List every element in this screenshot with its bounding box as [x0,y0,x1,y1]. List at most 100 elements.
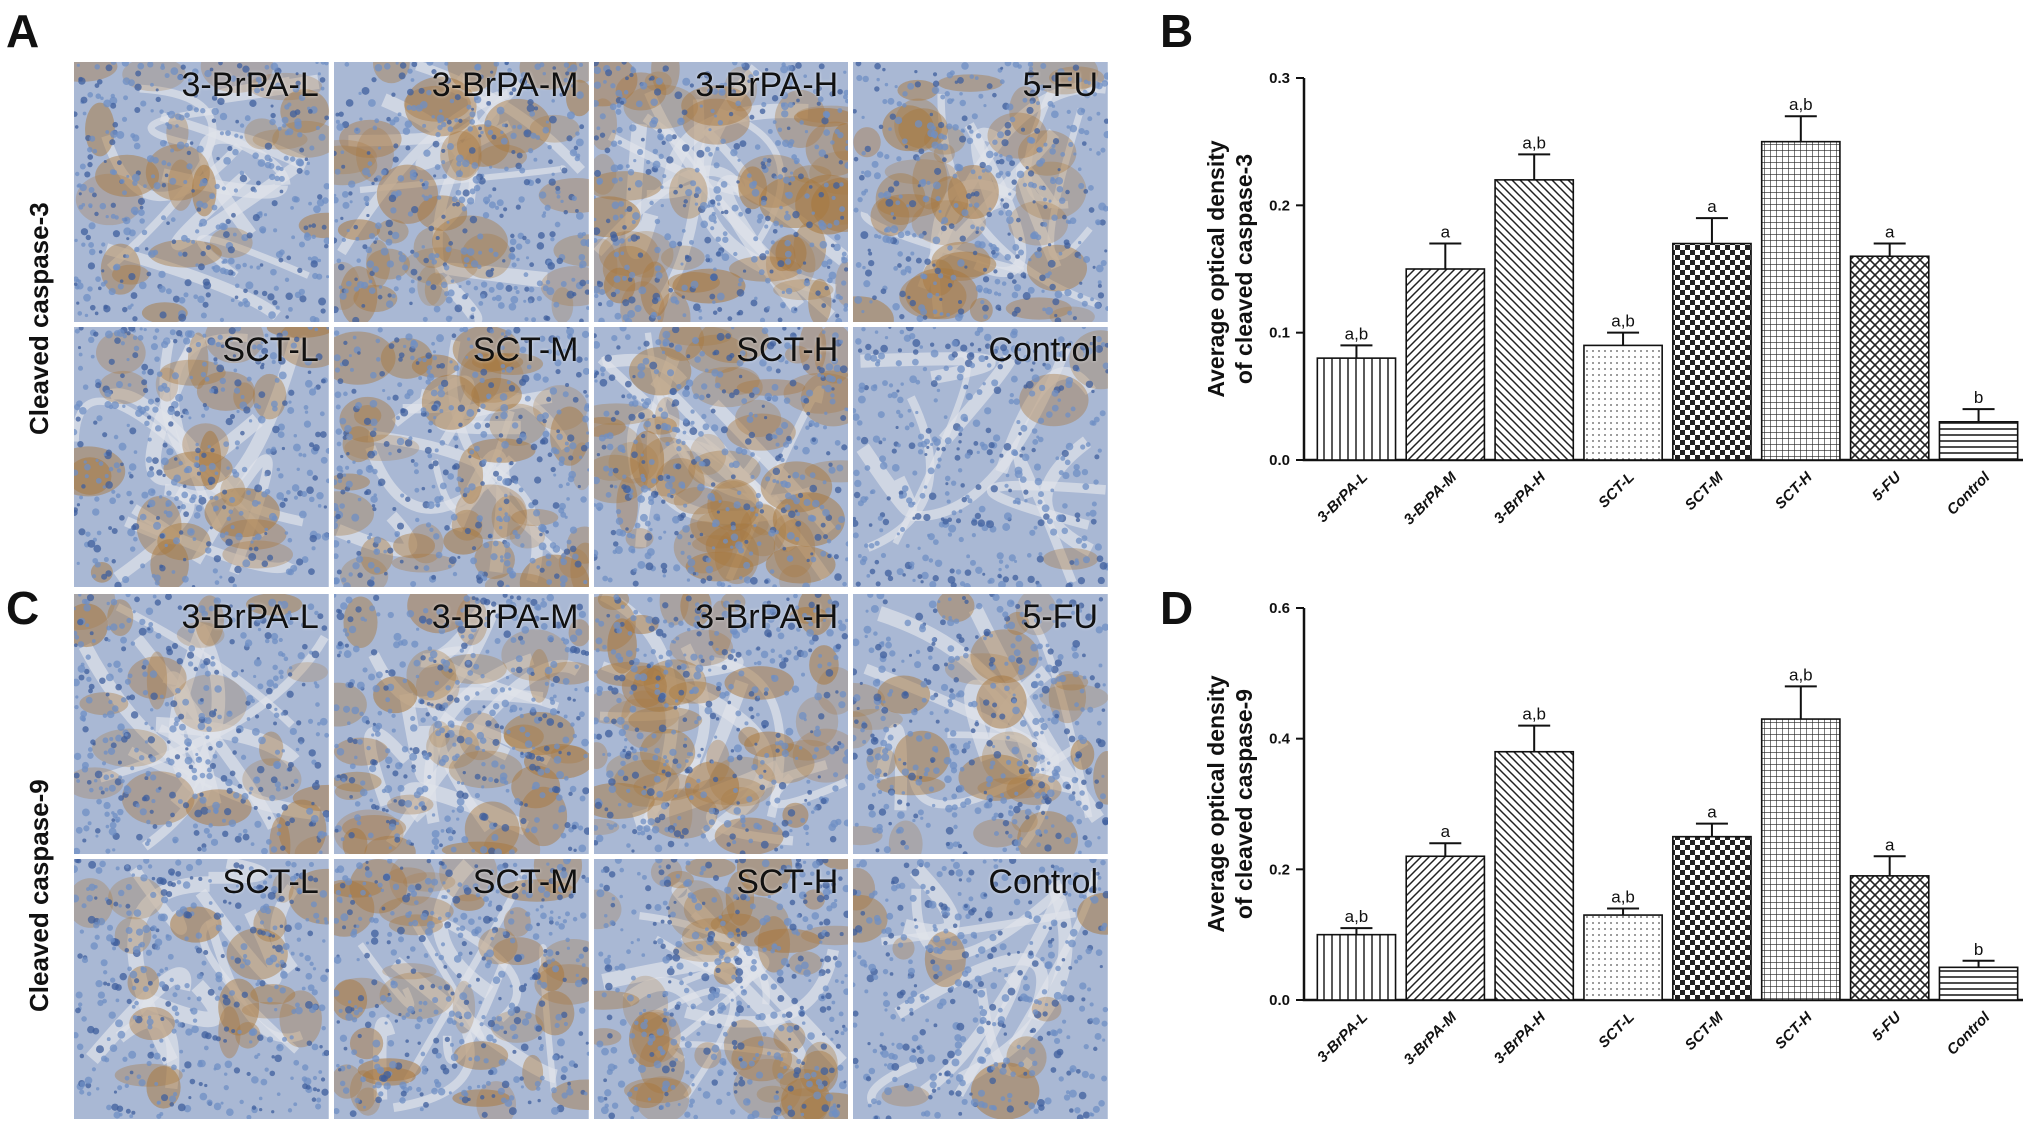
y-tick-label: 0.6 [1269,600,1290,617]
x-tick-label: SCT-M [1682,1008,1727,1053]
significance-annotation: a [1885,223,1895,242]
micrograph-label: 5-FU [1022,66,1098,105]
significance-annotation: b [1974,388,1983,407]
y-axis-label: Average optical densityof cleaved caspas… [1203,140,1257,398]
micrograph-label: SCT-M [473,863,579,902]
y-axis-label: Average optical densityof cleaved caspas… [1203,675,1257,933]
x-tick-label: 3-BrPA-M [1401,468,1461,528]
panel-letter-a: A [6,8,39,54]
y-tick-label: 0.4 [1269,731,1291,748]
significance-annotation: a,b [1611,888,1635,907]
row-label-caspase-3: Cleaved caspase-3 [24,202,55,435]
significance-annotation: b [1974,940,1983,959]
y-tick-label: 0.2 [1269,197,1290,214]
error-bar [1874,856,1906,876]
bar-chart-caspase-9: Average optical densityof cleaved caspas… [1200,590,2031,1120]
row-label-caspase-9: Cleaved caspase-9 [24,779,55,1012]
x-tick-label: SCT-L [1595,1009,1638,1052]
micrograph-tile: SCT-M [334,859,589,1119]
y-tick-label: 0.3 [1269,70,1290,87]
significance-annotation: a,b [1522,705,1546,724]
x-tick-label: Control [1944,1008,1994,1058]
significance-annotation: a,b [1611,312,1635,331]
micrograph-label: Control [988,863,1098,902]
error-bar [1518,154,1550,179]
micrograph-label: 3-BrPA-H [695,66,838,105]
significance-annotation: a,b [1789,665,1813,684]
micrograph-tile: 5-FU [853,594,1108,854]
micrograph-label: 3-BrPA-H [695,598,838,637]
micrograph-tile: 5-FU [853,62,1108,322]
bar [1495,752,1573,1000]
micrograph-label: 3-BrPA-L [181,598,318,637]
micrograph-tile: 3-BrPA-H [594,594,849,854]
error-bar [1607,333,1639,346]
x-tick-label: 3-BrPA-L [1314,1009,1371,1066]
bar [1317,935,1395,1000]
x-tick-label: SCT-H [1772,1008,1817,1053]
bar [1584,345,1662,460]
error-bar [1874,244,1906,257]
micrograph-label: 3-BrPA-M [432,66,579,105]
x-tick-label: 3-BrPA-L [1314,469,1371,526]
x-tick-label: SCT-M [1682,468,1727,513]
micrograph-tile: 3-BrPA-L [74,62,329,322]
y-tick-label: 0.2 [1269,861,1290,878]
panel-letter-b: B [1160,8,1193,54]
bar [1317,358,1395,460]
significance-annotation: a [1885,835,1895,854]
significance-annotation: a [1707,803,1717,822]
micrograph-label: SCT-M [473,331,579,370]
bar [1406,269,1484,460]
micrograph-grid-caspase-9: 3-BrPA-L 3-BrPA-M 3-BrPA-H 5-FU SCT-L SCT-M SC… [74,594,1108,1119]
bar-chart-caspase-3: Average optical densityof cleaved caspas… [1200,60,2031,580]
bar [1939,422,2017,460]
error-bar [1696,824,1728,837]
error-bar [1607,909,1639,916]
micrograph-tile: Control [853,859,1108,1119]
chart-svg: Average optical densityof cleaved caspas… [1200,590,2031,1120]
micrograph-label: Control [988,331,1098,370]
error-bar [1340,345,1372,358]
error-bar [1696,218,1728,243]
bar [1495,180,1573,460]
error-bar [1963,409,1995,422]
significance-annotation: a [1441,822,1451,841]
micrograph-tile: SCT-L [74,327,329,587]
micrograph-label: 5-FU [1022,598,1098,637]
significance-annotation: a [1441,223,1451,242]
significance-annotation: a,b [1345,324,1369,343]
micrograph-tile: 3-BrPA-M [334,594,589,854]
bar [1762,719,1840,1000]
bar [1851,876,1929,1000]
micrograph-label: SCT-L [222,331,318,370]
x-tick-label: SCT-L [1595,469,1638,512]
significance-annotation: a,b [1522,133,1546,152]
micrograph-label: SCT-L [222,863,318,902]
bar [1673,244,1751,460]
x-tick-label: 5-FU [1869,1008,1905,1044]
micrograph-label: SCT-H [736,863,838,902]
x-tick-label: 3-BrPA-H [1491,468,1550,527]
error-bar [1340,928,1372,935]
micrograph-tile: SCT-H [594,859,849,1119]
error-bar [1963,961,1995,968]
micrograph-grid-caspase-3: 3-BrPA-L 3-BrPA-M 3-BrPA-H 5-FU SCT-L SCT-M SC… [74,62,1108,587]
x-tick-label: 3-BrPA-H [1491,1008,1550,1067]
micrograph-tile: SCT-M [334,327,589,587]
significance-annotation: a [1707,197,1717,216]
x-tick-label: 5-FU [1869,468,1905,504]
micrograph-tile: SCT-L [74,859,329,1119]
bar [1584,915,1662,1000]
micrograph-label: 3-BrPA-M [432,598,579,637]
significance-annotation: a,b [1789,95,1813,114]
y-tick-label: 0.1 [1269,325,1290,342]
error-bar [1429,843,1461,856]
micrograph-label: SCT-H [736,331,838,370]
micrograph-label: 3-BrPA-L [181,66,318,105]
chart-svg: Average optical densityof cleaved caspas… [1200,60,2031,580]
bar [1673,837,1751,1000]
error-bar [1518,726,1550,752]
panel-letter-c: C [6,585,39,631]
bar [1406,856,1484,1000]
